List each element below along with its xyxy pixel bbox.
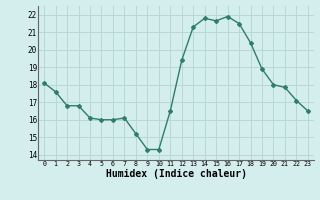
X-axis label: Humidex (Indice chaleur): Humidex (Indice chaleur) <box>106 169 246 179</box>
